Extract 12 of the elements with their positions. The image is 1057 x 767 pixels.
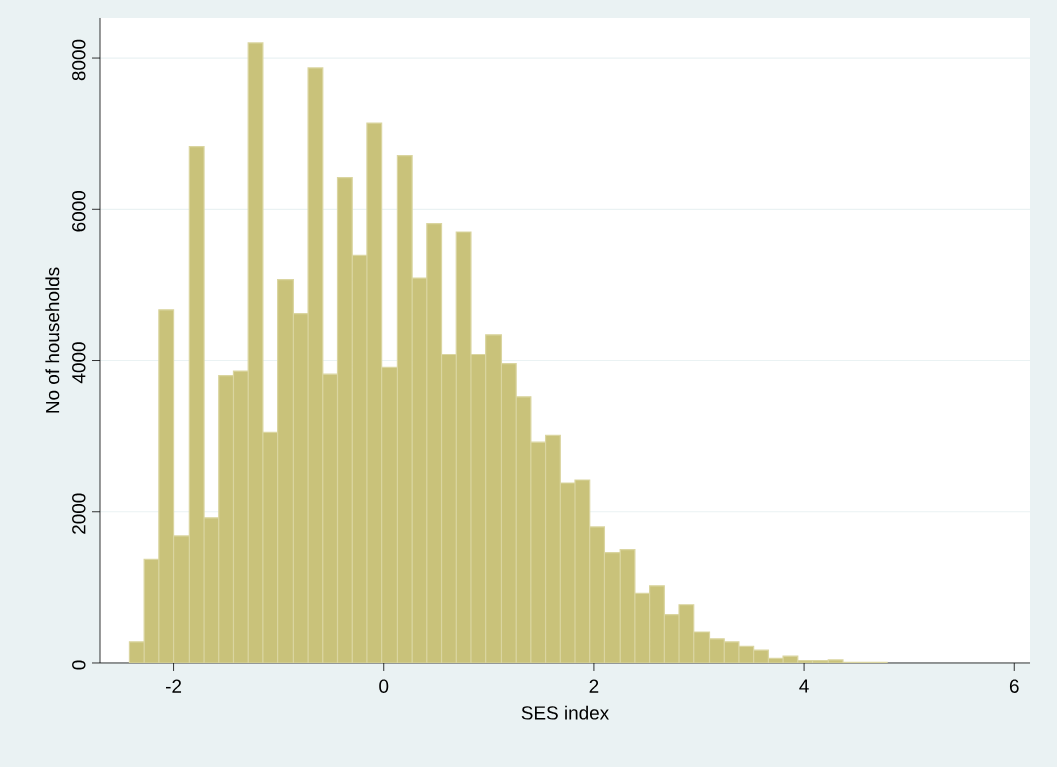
y-axis-title: No of households: [45, 267, 60, 413]
x-tick-label: 4: [799, 679, 809, 693]
x-tick-label: 0: [379, 679, 389, 693]
x-tick-label: -2: [166, 679, 182, 693]
x-tick-label: 6: [1009, 679, 1019, 693]
y-tick-label: 4000: [72, 342, 86, 384]
y-tick-label: 0: [72, 660, 86, 670]
y-tick-label: 8000: [72, 39, 86, 81]
x-tick-label: 2: [589, 679, 599, 693]
y-tick-label: 2000: [72, 493, 86, 534]
y-tick-label: 6000: [72, 190, 86, 232]
x-axis-title: SES index: [521, 705, 609, 720]
